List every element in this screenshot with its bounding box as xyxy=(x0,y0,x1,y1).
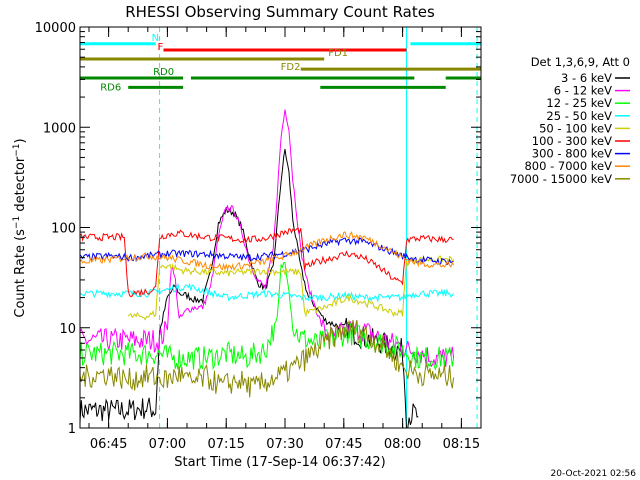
series-lines xyxy=(80,109,455,428)
x-tick-label: 08:15 xyxy=(443,437,480,452)
x-axis: 06:45 07:00 07:15 07:30 07:45 08:00 08:15 xyxy=(88,27,482,452)
flag-label: RD0 xyxy=(153,67,174,78)
timestamp-label: 20-Oct-2021 02:56 xyxy=(551,469,637,479)
x-tick-label: 07:45 xyxy=(325,437,362,452)
x-tick-label: 06:45 xyxy=(90,437,127,452)
legend-entry-label: 6 - 12 keV xyxy=(554,84,612,98)
x-tick-label: 07:00 xyxy=(149,437,186,452)
flag-label: RD6 xyxy=(100,82,121,93)
series-line xyxy=(127,255,454,321)
y-axis-label-part: Count Rate (s xyxy=(13,229,28,318)
y-tick-label: 10 xyxy=(59,322,76,337)
legend-entry-label: 800 - 7000 keV xyxy=(524,159,612,173)
legend-entry-label: 300 - 800 keV xyxy=(532,147,612,161)
legend-header: Det 1,3,6,9, Att 0 xyxy=(531,55,630,69)
legend-entry-label: 12 - 25 keV xyxy=(546,96,612,110)
x-tick-label: 08:00 xyxy=(384,437,421,452)
y-axis-label-part: −1 xyxy=(12,143,22,156)
y-tick-label: 100 xyxy=(51,222,76,237)
y-axis-label: Count Rate (s−1 detector−1) xyxy=(12,138,28,317)
y-tick-label: 10000 xyxy=(35,21,76,36)
chart-title: RHESSI Observing Summary Count Rates xyxy=(125,3,435,21)
legend-entry-label: 100 - 300 keV xyxy=(532,134,612,148)
x-axis-label: Start Time (17-Sep-14 06:37:42) xyxy=(174,455,385,470)
y-axis-label-part: ) xyxy=(13,138,28,143)
flag-label: N xyxy=(152,33,159,44)
y-axis: 1 10 100 1000 10000 xyxy=(35,21,481,437)
flag-bars: NF FD1 FD2 RD0 RD6 xyxy=(80,33,481,93)
y-axis-label-part: −1 xyxy=(12,216,22,229)
series-line xyxy=(80,227,454,298)
x-tick-label: 07:15 xyxy=(207,437,244,452)
legend-entry-label: 7000 - 15000 keV xyxy=(510,172,612,186)
legend-entry-label: 50 - 100 keV xyxy=(539,121,612,135)
y-axis-label-part: detector xyxy=(13,156,28,216)
series-line xyxy=(80,109,455,368)
legend-entry-label: 25 - 50 keV xyxy=(546,109,612,123)
series-line xyxy=(80,319,455,398)
series-line xyxy=(80,231,455,272)
flag-label: FD1 xyxy=(328,48,348,59)
legend-entry-label: 3 - 6 keV xyxy=(561,71,612,85)
x-tick-label: 07:30 xyxy=(266,437,303,452)
flag-label: FD2 xyxy=(281,62,301,73)
flag-label: F xyxy=(157,42,163,53)
y-tick-label: 1000 xyxy=(43,121,76,136)
y-tick-label: 1 xyxy=(68,422,76,437)
